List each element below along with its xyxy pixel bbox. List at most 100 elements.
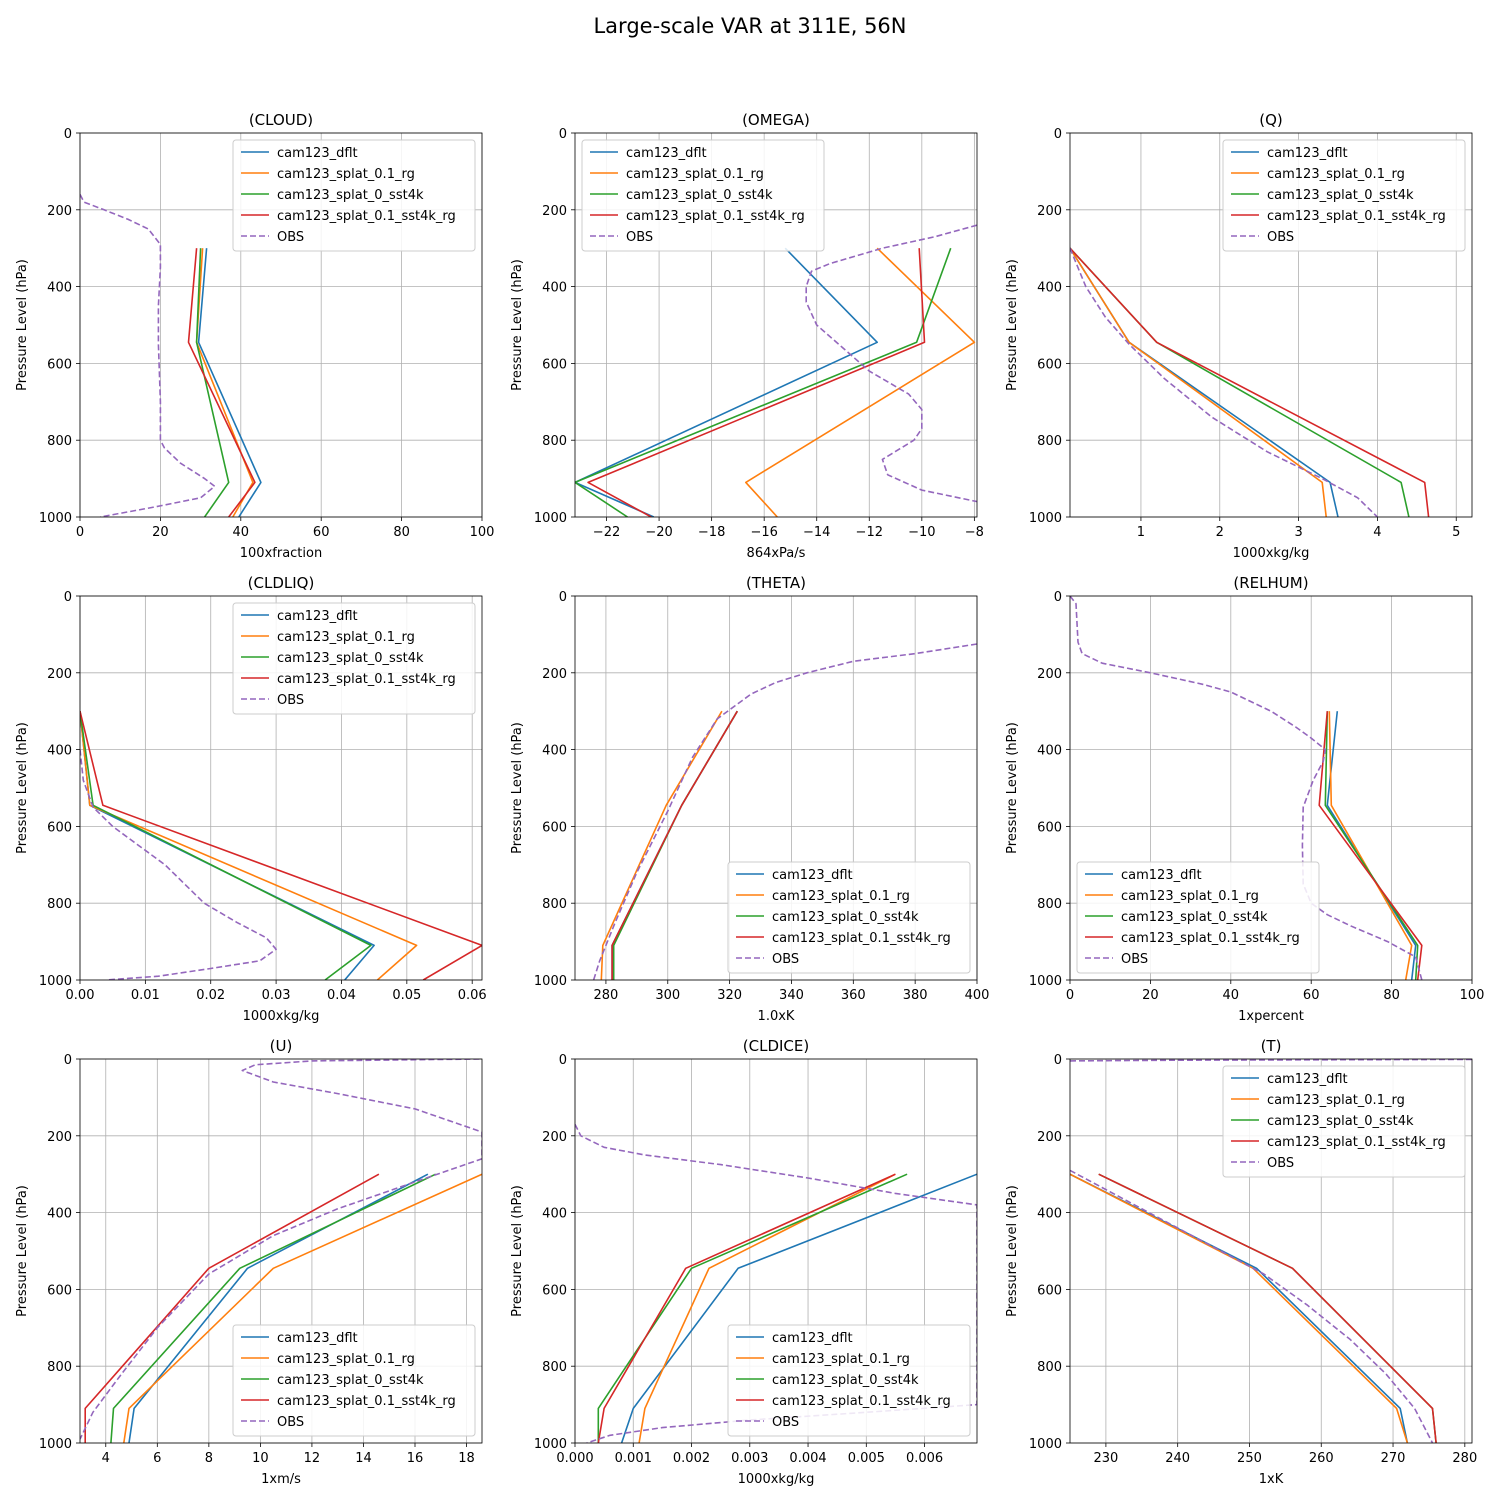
y-tick-label: 600 xyxy=(542,357,567,372)
x-tick-label: 300 xyxy=(655,988,680,1003)
x-tick-label: 18 xyxy=(458,1451,475,1466)
x-tick-label: 60 xyxy=(1303,988,1320,1003)
series-line-cam123_dflt xyxy=(575,247,879,517)
series-group xyxy=(80,194,262,517)
legend-label: cam123_splat_0_sst4k xyxy=(1267,1114,1414,1129)
legend-label: OBS xyxy=(772,1415,799,1430)
legend-box xyxy=(232,139,476,252)
x-tick-label: 0.000 xyxy=(556,1451,593,1466)
series-line-cam123_splat_0.1_rg xyxy=(1070,1173,1409,1443)
legend-label: cam123_splat_0.1_sst4k_rg xyxy=(277,209,456,224)
x-tick-label: 380 xyxy=(903,988,928,1003)
y-tick-label: 800 xyxy=(542,897,567,912)
legend: cam123_dflt cam123_splat_0.1_rg cam123_spl… xyxy=(581,139,825,252)
series-line-cam123_dflt xyxy=(197,248,262,517)
plot-frame xyxy=(1069,595,1473,981)
y-tick-label: 1000 xyxy=(1029,511,1062,526)
legend-label: cam123_splat_0.1_rg xyxy=(277,1352,415,1367)
y-tick-label: 200 xyxy=(1037,667,1062,682)
y-axis-label: Pressure Level (hPa) xyxy=(15,1185,30,1317)
y-tick-label: 0 xyxy=(1054,1053,1062,1068)
series-line-cam123_splat_0.1_sst4k_rg xyxy=(187,248,256,517)
y-tick-label: 400 xyxy=(1037,1207,1062,1222)
subplot-title: (CLOUD) xyxy=(249,111,313,129)
y-tick-label: 1000 xyxy=(534,511,567,526)
series-line-cam123_splat_0.1_sst4k_rg xyxy=(611,710,738,980)
subplot-q: 1 2 3 4 5 0 200 400 600 800 1000 (Q) 1000xkg/kg Press… xyxy=(1005,111,1473,561)
series-line-cam123_dflt xyxy=(80,711,375,980)
legend: cam123_dflt cam123_splat_0.1_rg cam123_spl… xyxy=(1076,861,1320,974)
y-axis-label: Pressure Level (hPa) xyxy=(510,1185,525,1317)
y-tick-label: 0 xyxy=(559,590,567,605)
y-tick-label: 1000 xyxy=(39,1437,72,1452)
subplot-title: (RELHUM) xyxy=(1233,574,1308,592)
series-line-OBS xyxy=(80,749,277,980)
x-tick-label: −22 xyxy=(593,525,620,540)
series-group xyxy=(592,643,977,980)
legend-label: cam123_splat_0.1_sst4k_rg xyxy=(772,1394,951,1409)
x-tick-label: −10 xyxy=(908,525,935,540)
x-tick-label: 0.001 xyxy=(615,1451,652,1466)
y-tick-label: 800 xyxy=(47,897,72,912)
plot-frame xyxy=(574,1058,978,1444)
x-tick-label: 280 xyxy=(1452,1451,1477,1466)
series-line-cam123_dflt xyxy=(1326,711,1417,980)
legend-label: cam123_splat_0_sst4k xyxy=(772,910,919,925)
x-tick-label: 260 xyxy=(1309,1451,1334,1466)
legend-label: OBS xyxy=(277,1415,304,1430)
y-tick-label: 600 xyxy=(47,357,72,372)
legend-label: cam123_splat_0.1_rg xyxy=(277,630,415,645)
x-tick-label: 360 xyxy=(841,988,866,1003)
x-tick-label: 80 xyxy=(393,525,410,540)
x-tick-label: −18 xyxy=(698,525,725,540)
series-line-cam123_splat_0_sst4k xyxy=(80,711,372,980)
legend-label: cam123_splat_0.1_rg xyxy=(1267,1093,1405,1108)
y-tick-label: 0 xyxy=(64,1053,72,1068)
x-tick-label: 1 xyxy=(1137,525,1145,540)
legend-label: OBS xyxy=(1267,230,1294,245)
subplot-title: (CLDICE) xyxy=(743,1037,809,1055)
legend-label: cam123_dflt xyxy=(772,868,853,883)
subplot-title: (CLDLIQ) xyxy=(248,574,315,592)
x-tick-label: 3 xyxy=(1294,525,1302,540)
x-tick-label: 240 xyxy=(1165,1451,1190,1466)
y-tick-label: 600 xyxy=(1037,1283,1062,1298)
series-line-cam123_splat_0.1_sst4k_rg xyxy=(1098,1173,1437,1443)
legend-label: cam123_dflt xyxy=(772,1331,853,1346)
x-tick-label: 80 xyxy=(1383,988,1400,1003)
legend-box xyxy=(581,139,825,252)
legend: cam123_dflt cam123_splat_0.1_rg cam123_spl… xyxy=(232,602,476,715)
x-tick-label: 6 xyxy=(153,1451,161,1466)
series-line-cam123_splat_0.1_sst4k_rg xyxy=(597,1173,896,1443)
y-tick-label: 1000 xyxy=(534,1437,567,1452)
x-axis-label: 1000xkg/kg xyxy=(1233,546,1310,561)
y-tick-label: 800 xyxy=(1037,434,1062,449)
series-line-cam123_splat_0.1_sst4k_rg xyxy=(1318,711,1423,980)
x-tick-label: −16 xyxy=(750,525,777,540)
x-axis-label: 1000xkg/kg xyxy=(738,1472,815,1487)
y-tick-label: 200 xyxy=(47,667,72,682)
x-tick-label: 340 xyxy=(779,988,804,1003)
legend-box xyxy=(232,602,476,715)
series-line-OBS xyxy=(805,224,977,503)
y-tick-label: 200 xyxy=(47,204,72,219)
x-tick-label: 0.005 xyxy=(848,1451,885,1466)
plot-frame xyxy=(79,132,483,518)
plot-frame xyxy=(79,1058,483,1444)
x-tick-label: 4 xyxy=(102,1451,110,1466)
x-axis-label: 864xPa/s xyxy=(747,546,806,561)
subplot-title: (Q) xyxy=(1259,111,1283,129)
x-tick-label: −8 xyxy=(965,525,984,540)
legend-label: cam123_dflt xyxy=(1267,1072,1348,1087)
x-axis-label: 1000xkg/kg xyxy=(243,1009,320,1024)
subplot-u: 4 6 8 10 12 14 16 18 0 200 400 600 800 1000 (U) 1xm/s Pr… xyxy=(15,1037,483,1487)
x-tick-label: 0.004 xyxy=(789,1451,826,1466)
y-axis-label: Pressure Level (hPa) xyxy=(15,259,30,391)
legend-label: cam123_splat_0.1_sst4k_rg xyxy=(277,672,456,687)
subplot-cldliq: 0.00 0.01 0.02 0.03 0.04 0.05 0.06 0 200 400 600 80… xyxy=(15,574,487,1024)
x-tick-label: 60 xyxy=(313,525,330,540)
series-line-cam123_splat_0.1_rg xyxy=(123,1173,482,1443)
x-tick-label: 0.006 xyxy=(906,1451,943,1466)
x-axis-label: 1xK xyxy=(1259,1472,1284,1487)
legend: cam123_dflt cam123_splat_0.1_rg cam123_spl… xyxy=(232,139,476,252)
